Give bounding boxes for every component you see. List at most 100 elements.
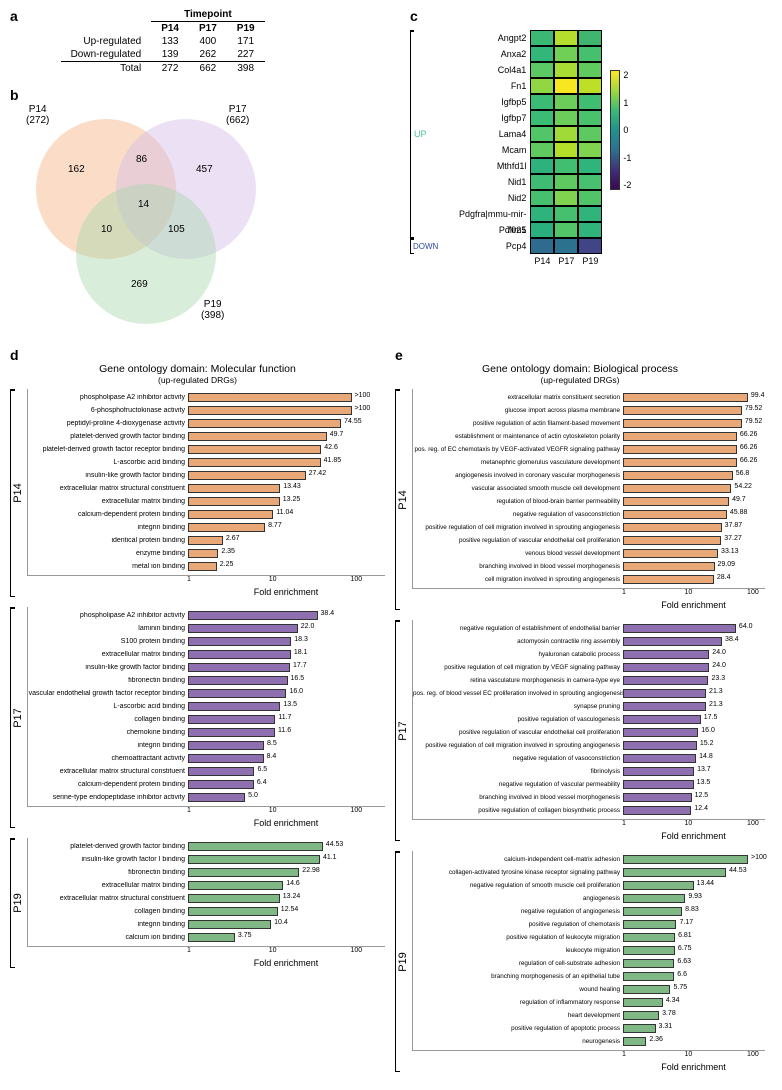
go-term-label: negative regulation of vascular permeabi… (413, 781, 623, 788)
go-bar (623, 806, 691, 815)
go-term-label: calcium ion binding (28, 934, 188, 941)
go-term-label: calcium-dependent protein binding (28, 781, 188, 788)
go-value: 49.7 (732, 496, 746, 503)
panel-e-subtitle: (up-regulated DRGs) (395, 375, 765, 385)
go-row: fibronectin binding 16.5 (28, 674, 385, 687)
heatmap-cell (578, 30, 602, 46)
go-term-label: negative regulation of smooth muscle cel… (413, 882, 623, 889)
go-row: 6-phosphofructokinase activity >100 (28, 404, 385, 417)
go-bar (623, 920, 676, 929)
go-bar (623, 702, 706, 711)
go-value: 27.42 (309, 470, 327, 477)
heatmap-cell (554, 78, 578, 94)
go-value: 22.98 (302, 867, 320, 874)
heatmap-cell (554, 190, 578, 206)
go-row: vascular associated smooth muscle cell d… (413, 482, 765, 495)
go-row: branching involved in blood vessel morph… (413, 791, 765, 804)
gene-label: Mcam (440, 142, 530, 158)
go-value: 14.8 (699, 753, 713, 760)
go-term-label: calcium-independent cell-matrix adhesion (413, 856, 623, 863)
go-value: 29.09 (718, 561, 736, 568)
go-row: regulation of inflammatory response 4.34 (413, 996, 765, 1009)
go-row: platelet-derived growth factor receptor … (28, 443, 385, 456)
go-value: 37.27 (724, 535, 742, 542)
go-term-label: extracellular matrix structural constitu… (28, 895, 188, 902)
go-term-label: establishment or maintenance of actin cy… (413, 433, 623, 440)
go-bar (623, 637, 722, 646)
go-block-p17: P17negative regulation of establishment … (395, 620, 765, 841)
go-bar (623, 689, 706, 698)
go-value: 21.3 (709, 701, 723, 708)
go-bar (188, 406, 352, 415)
go-term-label: leukocyte migration (413, 947, 623, 954)
table-cell: 398 (227, 62, 265, 76)
go-value: 8.5 (267, 740, 277, 747)
go-row: extracellular matrix binding 14.6 (28, 879, 385, 892)
go-value: 79.52 (745, 418, 763, 425)
col-p19: P19 (227, 22, 265, 36)
go-bar (623, 549, 718, 558)
gene-label: Pcp4 (440, 238, 530, 254)
go-value: 41.1 (323, 854, 337, 861)
go-bar (188, 855, 320, 864)
go-term-label: insulin-like growth factor binding (28, 472, 188, 479)
go-block-p17: P17phospholipase A2 inhibitor activity 3… (10, 607, 385, 828)
go-bar (623, 419, 742, 428)
table-cell: 171 (227, 35, 265, 48)
go-bar (623, 650, 709, 659)
gene-label: Angpt2 (440, 30, 530, 46)
go-bar (623, 728, 698, 737)
heatmap-cell (530, 222, 554, 238)
venn-all: 14 (138, 199, 149, 210)
go-term-label: fibronectin binding (28, 677, 188, 684)
panel-e-label: e (395, 347, 403, 363)
go-axis-label: Fold enrichment (622, 831, 765, 841)
go-row: hyaluronan catabolic process 24.0 (413, 648, 765, 661)
go-bar (188, 650, 291, 659)
heatmap-cell (578, 46, 602, 62)
go-block-p19: P19platelet-derived growth factor bindin… (10, 838, 385, 968)
go-term-label: positive regulation of collagen biosynth… (413, 807, 623, 814)
go-bar (188, 471, 306, 480)
go-term-label: positive regulation of cell migration by… (413, 664, 623, 671)
go-value: 23.3 (711, 675, 725, 682)
go-row: retina vasculature morphogenesis in came… (413, 674, 765, 687)
go-term-label: insulin-like growth factor I binding (28, 856, 188, 863)
table-row-label: Total (61, 62, 152, 76)
go-value: 16.0 (701, 727, 715, 734)
venn-p19-label: P19(398) (201, 299, 224, 321)
table-cell: 662 (189, 62, 227, 76)
go-tick: 10 (685, 820, 693, 827)
go-term-label: pos. reg. of blood vessel EC proliferati… (413, 690, 623, 697)
go-term-label: fibrinolysis (413, 768, 623, 775)
go-bar (188, 907, 278, 916)
go-row: negative regulation of vasoconstriction … (413, 508, 765, 521)
go-row: chemokine binding 11.6 (28, 726, 385, 739)
go-term-label: integrin binding (28, 524, 188, 531)
heatmap-cell (578, 94, 602, 110)
go-bar (188, 767, 254, 776)
go-row: metal ion binding 2.25 (28, 560, 385, 573)
go-value: 56.8 (736, 470, 750, 477)
table-row-label: Up-regulated (61, 35, 152, 48)
go-value: 38.4 (725, 636, 739, 643)
go-tick: 1 (187, 576, 191, 583)
go-term-label: heart development (413, 1012, 623, 1019)
go-term-label: vascular associated smooth muscle cell d… (413, 485, 623, 492)
go-bar (623, 471, 733, 480)
go-row: synapse pruning 21.3 (413, 700, 765, 713)
go-value: 44.53 (729, 867, 747, 874)
panel-d: d Gene ontology domain: Molecular functi… (10, 347, 395, 1082)
go-term-label: peptidyl-proline 4-dioxygenase activity (28, 420, 188, 427)
heatmap-cell (578, 62, 602, 78)
gene-label: Nid2 (440, 190, 530, 206)
hm-col-p14: P14 (530, 254, 554, 266)
go-term-label: extracellular matrix binding (28, 651, 188, 658)
go-value: 44.53 (326, 841, 344, 848)
go-row: L-ascorbic acid binding 41.85 (28, 456, 385, 469)
go-term-label: chemokine binding (28, 729, 188, 736)
go-bar (188, 445, 321, 454)
go-term-label: branching involved in blood vessel morph… (413, 563, 623, 570)
go-bar (188, 689, 286, 698)
go-row: positive regulation of cell migration in… (413, 739, 765, 752)
